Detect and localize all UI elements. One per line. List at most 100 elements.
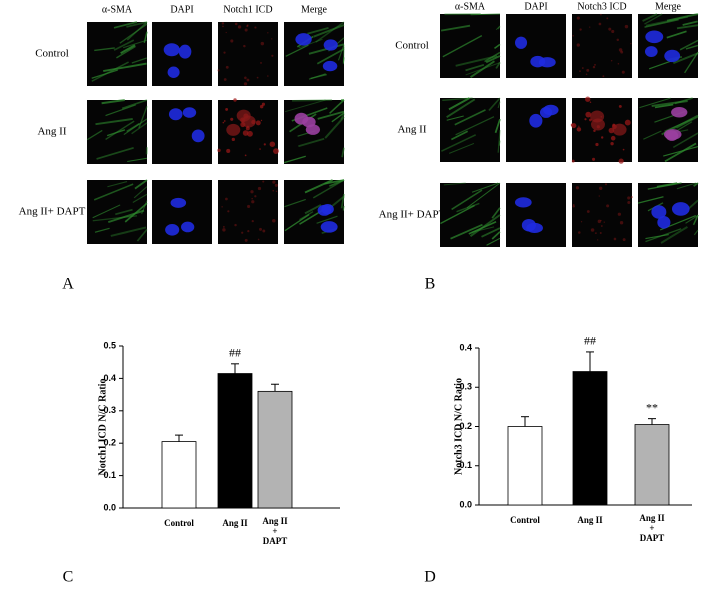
speck (260, 119, 263, 122)
fiber (676, 116, 699, 129)
fiber (491, 231, 501, 240)
fiber (342, 57, 345, 63)
fiber (134, 179, 148, 190)
fiber (86, 129, 103, 141)
fiber (317, 110, 345, 120)
speck (600, 13, 602, 16)
panel-label: A (62, 276, 74, 293)
fiber (337, 44, 345, 61)
fiber (456, 202, 480, 213)
micrograph-bg (572, 183, 632, 247)
speck (617, 212, 622, 216)
micrograph (506, 14, 566, 78)
speck (600, 136, 604, 139)
speck (572, 34, 574, 37)
speck (272, 219, 276, 223)
speck (257, 238, 260, 241)
fiber (312, 179, 345, 199)
speck (597, 219, 602, 224)
micrograph-bg (152, 180, 212, 244)
fiber (298, 38, 323, 49)
fiber (465, 62, 501, 76)
fiber (666, 13, 699, 22)
micrograph (87, 21, 148, 86)
speck (251, 197, 253, 200)
speck (622, 238, 626, 242)
micrograph (572, 13, 632, 78)
speck (272, 189, 275, 192)
nucleus (665, 130, 679, 141)
fiber (315, 21, 345, 43)
speck (244, 28, 248, 32)
fiber (637, 196, 664, 204)
fiber (486, 237, 501, 246)
speck (237, 25, 242, 29)
speck (617, 62, 620, 65)
fiber (443, 182, 466, 186)
speck (620, 50, 624, 54)
micrograph-bg (218, 22, 278, 86)
micrograph (572, 183, 633, 247)
speck (275, 190, 278, 193)
speck (222, 228, 226, 232)
speck (267, 32, 269, 34)
speck (585, 73, 588, 76)
speck (267, 75, 269, 77)
speck (594, 232, 597, 234)
speck (578, 231, 581, 234)
micrograph (440, 182, 501, 247)
fiber (644, 18, 679, 28)
nucleus (163, 43, 180, 57)
speck (579, 70, 581, 73)
fiber (284, 155, 306, 164)
fiber (331, 112, 345, 123)
speck (225, 197, 228, 201)
speck (604, 183, 608, 186)
speck (226, 148, 231, 153)
fiber (498, 140, 501, 146)
fiber (491, 207, 501, 219)
nucleus (317, 204, 332, 216)
speck (244, 238, 248, 242)
speck (222, 25, 224, 28)
x-tick-label: Ang II (577, 515, 603, 525)
micrograph (284, 179, 345, 244)
nucleus (521, 218, 536, 232)
speck (571, 159, 575, 163)
speck (627, 200, 631, 205)
speck (254, 195, 257, 198)
y-tick-label: 0.3 (103, 405, 116, 415)
speck (585, 111, 592, 118)
nucleus (529, 113, 543, 128)
speck (250, 190, 254, 194)
speck (251, 219, 254, 223)
fiber (316, 215, 338, 224)
fiber (651, 99, 688, 107)
y-tick-label: 0.1 (103, 470, 116, 480)
fiber (91, 61, 129, 82)
nucleus (294, 112, 309, 125)
fiber (105, 120, 135, 140)
speck (247, 204, 251, 209)
nucleus (543, 104, 559, 116)
speck (600, 225, 603, 227)
row-label: Control (395, 40, 429, 52)
y-tick-label: 0.3 (459, 382, 472, 392)
micrograph (506, 98, 566, 162)
fiber (92, 204, 121, 219)
fiber (471, 182, 499, 193)
speck (259, 227, 262, 231)
y-tick-label: 0.1 (459, 460, 472, 470)
speck (606, 204, 610, 208)
nucleus-red (590, 118, 605, 131)
fiber (682, 20, 698, 26)
fiber (131, 57, 147, 64)
speck (610, 135, 616, 141)
fiber (449, 142, 475, 154)
fiber (342, 205, 345, 211)
speck (246, 78, 250, 82)
fiber (679, 39, 699, 51)
bar (507, 426, 543, 506)
